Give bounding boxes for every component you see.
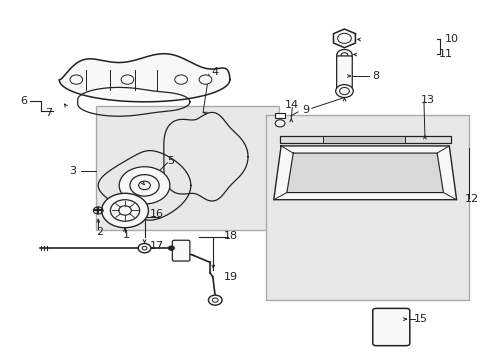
Text: 10: 10 <box>444 35 458 44</box>
Text: 6: 6 <box>20 96 27 106</box>
Text: 2: 2 <box>96 228 103 237</box>
Text: 5: 5 <box>166 156 174 166</box>
Bar <box>275 113 285 118</box>
Polygon shape <box>333 29 355 48</box>
Text: 16: 16 <box>149 210 163 220</box>
Text: 7: 7 <box>45 108 52 118</box>
Text: 14: 14 <box>285 100 299 110</box>
Circle shape <box>70 75 82 84</box>
Polygon shape <box>286 153 443 193</box>
Circle shape <box>119 167 169 204</box>
Text: 1: 1 <box>123 230 130 240</box>
Circle shape <box>121 75 134 84</box>
Text: 9: 9 <box>301 105 308 115</box>
Bar <box>266 116 468 300</box>
Bar <box>96 107 278 230</box>
Text: 3: 3 <box>69 166 76 176</box>
Bar <box>322 136 405 143</box>
Text: 13: 13 <box>420 95 433 105</box>
Text: 17: 17 <box>149 241 163 251</box>
Circle shape <box>208 295 222 305</box>
Circle shape <box>110 200 140 221</box>
FancyBboxPatch shape <box>336 56 351 90</box>
Text: 15: 15 <box>413 314 427 324</box>
FancyBboxPatch shape <box>172 240 189 261</box>
Text: 18: 18 <box>224 231 238 241</box>
Circle shape <box>336 49 351 61</box>
Text: 8: 8 <box>372 71 379 81</box>
Text: 12: 12 <box>464 194 478 204</box>
Circle shape <box>168 246 174 250</box>
Text: 11: 11 <box>438 49 451 59</box>
Circle shape <box>275 120 285 127</box>
Text: 4: 4 <box>211 67 218 77</box>
Text: 19: 19 <box>224 272 238 282</box>
Circle shape <box>335 85 352 98</box>
Circle shape <box>138 243 151 253</box>
Polygon shape <box>59 54 229 102</box>
FancyBboxPatch shape <box>372 309 409 346</box>
Circle shape <box>102 193 148 228</box>
Polygon shape <box>273 146 456 200</box>
Bar <box>279 135 450 143</box>
Circle shape <box>199 75 211 84</box>
Circle shape <box>174 75 187 84</box>
